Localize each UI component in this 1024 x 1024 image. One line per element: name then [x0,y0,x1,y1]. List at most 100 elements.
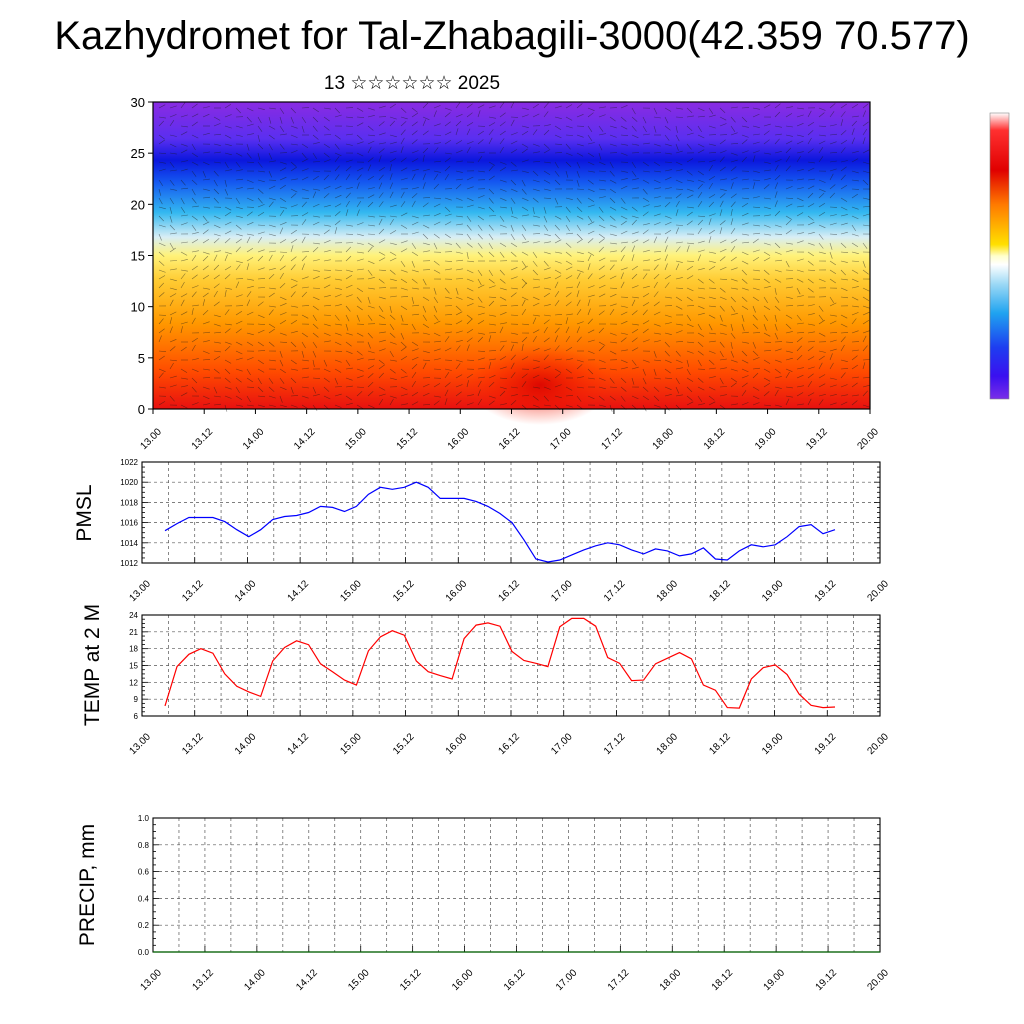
wind-barb [334,152,342,157]
wind-barb [213,350,221,353]
wind-barb [697,201,703,208]
wind-barb [752,314,758,321]
wind-barb [565,347,573,352]
wind-barb [829,384,837,388]
wind-barb [334,269,343,271]
wind-barb [587,254,592,262]
wind-barb [686,266,694,271]
wind-barb [730,296,736,303]
wind-barb [213,301,220,307]
wind-barb [763,214,771,217]
wind-barb [653,143,661,147]
wind-barb [389,218,394,226]
wind-barb [356,375,364,379]
wind-barb [708,159,716,163]
wind-barb [796,178,804,181]
wind-barb [213,283,220,289]
wind-barb [191,232,199,235]
x-tick-label: 16.00 [444,578,470,604]
wind-barb [477,110,481,118]
wind-barb [554,300,560,307]
wind-barb [499,102,505,109]
wind-barb [367,287,375,290]
wind-barb [499,146,504,154]
wind-barb [499,121,506,127]
wind-barb [620,267,628,271]
wind-barb [763,178,771,181]
x-tick-label: 15.12 [398,967,424,993]
wind-barb [521,224,527,231]
wind-barb [642,328,649,334]
wind-barb [719,377,724,385]
wind-barb [587,285,595,289]
wind-barb [862,197,870,200]
wind-barb [389,158,397,163]
wind-barb [345,233,354,235]
wind-barb [708,201,715,208]
wind-barb [378,323,387,325]
wind-barb [653,179,661,184]
wind-barb [301,286,309,289]
wind-barb [609,332,617,336]
wind-barb [796,240,804,244]
wind-barb [708,278,715,284]
wind-barb [202,178,210,181]
wind-barb [664,254,668,262]
colorbar-fill [989,112,1010,400]
wind-barb [455,287,459,295]
wind-barb [675,125,678,133]
wind-barb [862,404,870,408]
wind-barb [631,170,637,177]
wind-barb [785,386,793,389]
wind-barb [763,251,771,256]
wind-barb [653,264,659,271]
wind-barb [433,160,442,163]
wind-barb [312,107,319,113]
wind-barb [719,367,727,370]
wind-barb [664,230,672,235]
wind-barb [818,125,827,127]
wind-barb [246,143,250,151]
wind-barb [697,192,703,199]
wind-barb [202,299,205,307]
x-tick-label: 18.12 [707,578,733,604]
wind-barb [224,125,232,129]
wind-barb [202,238,210,244]
wind-barb [499,161,507,165]
x-tick-label: 16.12 [502,967,528,993]
wind-barb [587,125,593,132]
wind-barb [345,350,353,354]
wind-barb [543,129,550,136]
wind-barb [400,314,404,322]
wind-barb [301,367,309,370]
wind-barb [411,121,418,127]
wind-barb [598,106,606,109]
wind-barb [653,187,661,190]
wind-barb [290,143,298,146]
wind-barb [466,344,470,352]
wind-barb [785,398,790,406]
y-tick-label: 15 [129,662,138,671]
wind-barb [279,395,283,403]
wind-barb [829,184,836,190]
wind-barb [444,165,451,172]
wind-barb [686,206,694,209]
wind-barb [400,332,405,340]
wind-barb [785,331,793,334]
wind-barb [796,134,804,137]
x-tick-label: 15.00 [343,426,369,452]
wind-barb [686,179,694,182]
wind-barb [477,251,483,258]
wind-barb [312,191,317,199]
wind-barb [521,260,527,267]
wind-barb [807,331,815,334]
wind-barb [543,365,551,370]
wind-barb [862,213,870,217]
wind-barb [598,188,606,191]
wind-barb [510,305,519,307]
wind-barb [323,240,331,244]
wind-barb [796,155,801,163]
wind-barb [664,377,673,379]
y-tick-label: 1022 [120,458,138,467]
wind-barb [433,287,437,295]
